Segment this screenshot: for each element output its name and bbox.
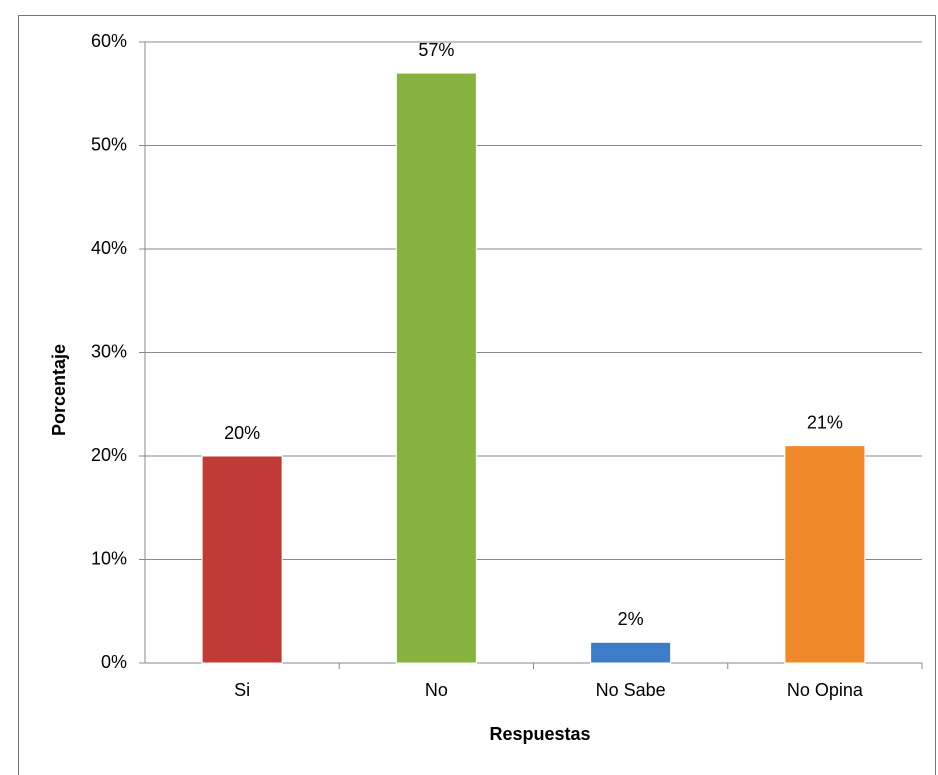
bar (201, 455, 283, 664)
bar (590, 641, 672, 664)
y-tick-label: 0% (101, 652, 127, 672)
x-tick-label: No Opina (787, 680, 864, 700)
data-label: 57% (418, 40, 454, 60)
y-tick-label: 10% (91, 548, 127, 568)
bar (784, 445, 866, 664)
frame (18, 15, 936, 775)
x-tick-label: Si (234, 680, 250, 700)
x-tick-label: No (425, 680, 448, 700)
y-tick-label: 20% (91, 445, 127, 465)
x-tick-label: No Sabe (596, 680, 666, 700)
data-label: 2% (618, 609, 644, 629)
y-tick-label: 60% (91, 31, 127, 51)
data-label: 21% (807, 412, 843, 432)
data-label: 20% (224, 423, 260, 443)
y-tick-label: 50% (91, 134, 127, 154)
y-tick-label: 30% (91, 341, 127, 361)
y-axis-title: Porcentaje (49, 344, 69, 436)
x-axis-title: Respuestas (489, 724, 590, 744)
y-tick-label: 40% (91, 238, 127, 258)
bar (395, 72, 477, 664)
